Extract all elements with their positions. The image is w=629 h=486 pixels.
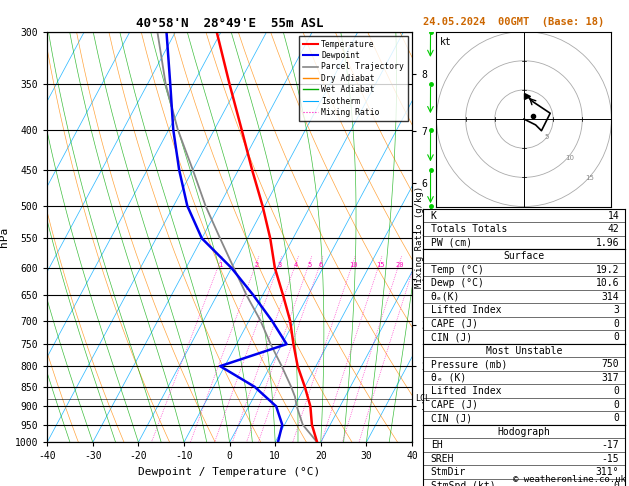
Text: © weatheronline.co.uk: © weatheronline.co.uk: [513, 474, 626, 484]
Text: Pressure (mb): Pressure (mb): [431, 359, 507, 369]
Text: Mixing Ratio (g/kg): Mixing Ratio (g/kg): [415, 186, 424, 288]
Text: CAPE (J): CAPE (J): [431, 319, 478, 329]
Text: 311°: 311°: [596, 467, 619, 477]
Text: Lifted Index: Lifted Index: [431, 305, 501, 315]
Text: kt: kt: [440, 37, 452, 47]
Text: EH: EH: [431, 440, 443, 450]
Text: SREH: SREH: [431, 454, 454, 464]
Text: 2: 2: [255, 262, 259, 268]
Text: LCL: LCL: [415, 394, 430, 403]
Text: 0: 0: [613, 386, 619, 396]
Text: Dewp (°C): Dewp (°C): [431, 278, 484, 288]
Text: Lifted Index: Lifted Index: [431, 386, 501, 396]
Text: Hodograph: Hodograph: [498, 427, 550, 437]
X-axis label: Dewpoint / Temperature (°C): Dewpoint / Temperature (°C): [138, 467, 321, 477]
Text: 10.6: 10.6: [596, 278, 619, 288]
Legend: Temperature, Dewpoint, Parcel Trajectory, Dry Adiabat, Wet Adiabat, Isotherm, Mi: Temperature, Dewpoint, Parcel Trajectory…: [299, 35, 408, 121]
Text: Most Unstable: Most Unstable: [486, 346, 562, 356]
Text: 10: 10: [565, 155, 574, 161]
Text: θₑ(K): θₑ(K): [431, 292, 460, 302]
Y-axis label: hPa: hPa: [0, 227, 9, 247]
Text: StmSpd (kt): StmSpd (kt): [431, 481, 496, 486]
Text: 5: 5: [308, 262, 312, 268]
Text: 0: 0: [613, 319, 619, 329]
Text: 5: 5: [544, 135, 548, 140]
Text: CIN (J): CIN (J): [431, 332, 472, 342]
Text: 42: 42: [608, 224, 619, 234]
Text: 317: 317: [601, 373, 619, 383]
Text: 1.96: 1.96: [596, 238, 619, 248]
Text: K: K: [431, 211, 437, 221]
Text: -17: -17: [601, 440, 619, 450]
Text: 24.05.2024  00GMT  (Base: 18): 24.05.2024 00GMT (Base: 18): [423, 17, 604, 27]
Text: 3: 3: [613, 305, 619, 315]
Text: 0: 0: [613, 399, 619, 410]
Text: CIN (J): CIN (J): [431, 413, 472, 423]
Text: 314: 314: [601, 292, 619, 302]
Text: 20: 20: [396, 262, 404, 268]
Text: 0: 0: [613, 413, 619, 423]
Text: 15: 15: [376, 262, 384, 268]
Text: -15: -15: [601, 454, 619, 464]
Text: Temp (°C): Temp (°C): [431, 265, 484, 275]
Text: 6: 6: [319, 262, 323, 268]
Text: 4: 4: [294, 262, 298, 268]
Text: Totals Totals: Totals Totals: [431, 224, 507, 234]
Text: 10: 10: [349, 262, 357, 268]
Text: 19.2: 19.2: [596, 265, 619, 275]
Text: Surface: Surface: [503, 251, 545, 261]
Text: 0: 0: [613, 332, 619, 342]
Text: 3: 3: [277, 262, 282, 268]
Text: 0: 0: [613, 481, 619, 486]
Text: 750: 750: [601, 359, 619, 369]
Title: 40°58'N  28°49'E  55m ASL: 40°58'N 28°49'E 55m ASL: [136, 17, 323, 31]
Text: 1: 1: [218, 262, 222, 268]
Text: PW (cm): PW (cm): [431, 238, 472, 248]
Text: StmDir: StmDir: [431, 467, 466, 477]
Text: θₑ (K): θₑ (K): [431, 373, 466, 383]
Text: 15: 15: [585, 175, 594, 181]
Text: CAPE (J): CAPE (J): [431, 399, 478, 410]
Text: 14: 14: [608, 211, 619, 221]
Y-axis label: km
ASL: km ASL: [435, 226, 452, 248]
